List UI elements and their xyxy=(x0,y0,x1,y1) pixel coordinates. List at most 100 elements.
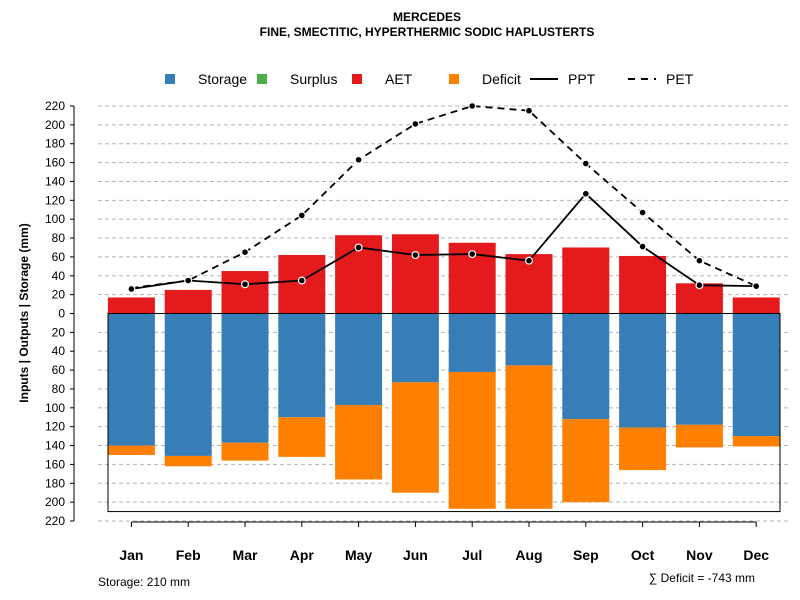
y-tick-label: 40 xyxy=(52,269,66,283)
pet-line-point xyxy=(526,107,532,114)
deficit-bar-jun xyxy=(391,382,439,493)
legend-swatch-aet xyxy=(352,74,362,84)
y-tick-label: 20 xyxy=(52,325,66,339)
deficit-bar-nov xyxy=(675,424,723,448)
legend-item-storage: Storage xyxy=(165,71,247,87)
pet-line-point xyxy=(412,121,419,127)
ppt-line-point xyxy=(185,277,191,284)
deficit-sum-label: ∑ Deficit = -743 mm xyxy=(649,571,755,585)
y-tick-label: 80 xyxy=(52,382,66,396)
storage-bar-jul xyxy=(448,313,496,372)
aet-bar-jun xyxy=(391,234,439,314)
x-tick-label-mar: Mar xyxy=(233,547,258,563)
x-axis: Jan Feb Mar Apr May Jun Jul Aug Sep Oct Nov Dec xyxy=(119,521,769,563)
chart-subtitle: FINE, SMECTITIC, HYPERTHERMIC SODIC HAPL… xyxy=(260,25,595,39)
legend-label-ppt: PPT xyxy=(568,71,596,87)
x-tick-label-oct: Oct xyxy=(631,547,655,563)
ppt-line-point xyxy=(242,281,248,288)
y-axis: 2202001801601401201008060402002040608010… xyxy=(45,99,75,528)
legend-label-storage: Storage xyxy=(198,71,247,87)
ppt-line-point xyxy=(128,286,135,292)
x-tick-label-may: May xyxy=(345,547,372,563)
deficit-bar-apr xyxy=(278,417,326,457)
deficit-bar-dec xyxy=(732,436,780,447)
storage-bar-sep xyxy=(562,313,610,420)
ppt-line-point xyxy=(583,190,589,197)
storage-bar-jun xyxy=(391,313,439,383)
ppt-line-point xyxy=(412,252,419,258)
ppt-line-point xyxy=(355,244,362,251)
aet-bar-sep xyxy=(562,247,610,314)
y-tick-label: 140 xyxy=(45,439,65,453)
x-tick-label-feb: Feb xyxy=(176,547,201,563)
x-tick-label-aug: Aug xyxy=(515,547,542,563)
pet-line-point xyxy=(299,212,305,219)
y-tick-label: 20 xyxy=(52,288,66,302)
storage-bar-nov xyxy=(675,313,723,425)
x-tick-label-sep: Sep xyxy=(573,547,599,563)
aet-bar-feb xyxy=(164,289,212,314)
legend-label-pet: PET xyxy=(666,71,694,87)
legend-item-deficit: Deficit xyxy=(449,71,521,87)
pet-line xyxy=(131,105,757,289)
legend-item-surplus: Surplus xyxy=(257,71,337,87)
deficit-bar-jan xyxy=(107,445,155,455)
aet-bar-mar xyxy=(221,271,269,314)
ppt-line-point xyxy=(753,283,759,289)
storage-bar-oct xyxy=(619,313,667,428)
aet-bar-oct xyxy=(619,255,667,314)
storage-capacity-box xyxy=(107,313,781,513)
deficit-bar-may xyxy=(335,404,383,480)
storage-bar-apr xyxy=(278,313,326,418)
bars-layer xyxy=(107,234,781,513)
pet-line-point xyxy=(355,156,362,163)
storage-bar-dec xyxy=(732,313,780,437)
pet-line-point xyxy=(696,257,703,264)
ppt-line-point xyxy=(299,277,305,284)
y-tick-label: 180 xyxy=(45,137,65,151)
ppt-line-point xyxy=(469,251,476,257)
y-tick-label: 180 xyxy=(45,476,65,490)
x-tick-label-jan: Jan xyxy=(119,547,143,563)
legend-label-surplus: Surplus xyxy=(290,71,337,87)
x-tick-label-jun: Jun xyxy=(403,547,428,563)
ppt-line-point xyxy=(639,243,646,250)
pet-line-point xyxy=(469,103,476,109)
deficit-bar-oct xyxy=(619,427,667,471)
deficit-bar-aug xyxy=(505,365,553,509)
pet-line-point xyxy=(242,249,248,255)
y-tick-label: 160 xyxy=(45,457,65,471)
ppt-line xyxy=(131,192,757,290)
aet-bar-dec xyxy=(732,297,780,314)
chart-title: MERCEDES xyxy=(393,10,461,24)
x-tick-label-apr: Apr xyxy=(290,547,315,563)
y-tick-label: 120 xyxy=(45,193,65,207)
y-tick-label: 60 xyxy=(52,363,66,377)
y-tick-label: 140 xyxy=(45,174,65,188)
lines-layer xyxy=(127,102,761,293)
legend-label-aet: AET xyxy=(385,71,413,87)
y-tick-label: 100 xyxy=(45,401,65,415)
y-tick-label: 40 xyxy=(52,344,66,358)
aet-bar-jan xyxy=(107,297,155,314)
y-tick-label: 200 xyxy=(45,495,65,509)
x-tick-label-jul: Jul xyxy=(462,547,482,563)
deficit-bar-jul xyxy=(448,371,496,509)
x-tick-label-dec: Dec xyxy=(743,547,769,563)
storage-bar-feb xyxy=(164,313,212,456)
y-tick-label: 120 xyxy=(45,420,65,434)
legend: Storage Surplus AET Deficit PPT PET xyxy=(165,71,694,87)
ppt-line-point xyxy=(526,257,532,264)
x-tick-label-nov: Nov xyxy=(686,547,713,563)
legend-item-pet: PET xyxy=(628,71,694,87)
legend-swatch-deficit xyxy=(449,74,459,84)
storage-bar-aug xyxy=(505,313,553,366)
y-tick-label: 160 xyxy=(45,156,65,170)
legend-swatch-surplus xyxy=(257,74,267,84)
y-tick-label: 0 xyxy=(58,307,65,321)
y-tick-label: 100 xyxy=(45,212,65,226)
ppt-line-point xyxy=(696,282,703,289)
y-tick-label: 220 xyxy=(45,99,65,113)
deficit-bar-feb xyxy=(164,455,212,467)
